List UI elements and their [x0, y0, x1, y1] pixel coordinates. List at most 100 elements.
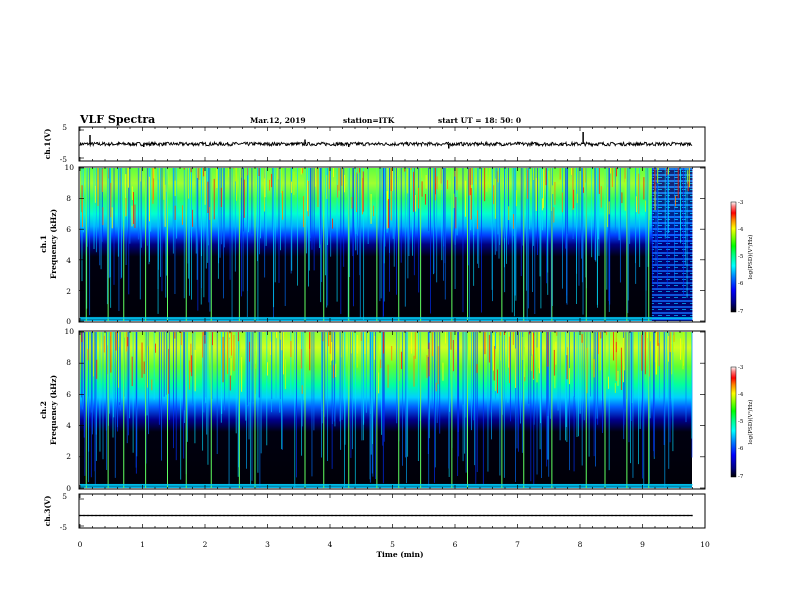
- ch2-spectrogram-yticks: 0 2 4 6 8 10: [64, 327, 74, 493]
- ch3-waveform-sample: [463, 514, 465, 517]
- ch3-waveform-sample: [391, 514, 393, 517]
- ch3-waveform-sample: [559, 514, 561, 517]
- ch2-spectrogram-panel: 0 2 4 6 8 10 ch.2 Frequency (kHz) -3 -4 …: [39, 327, 754, 493]
- ch3-waveform-sample: [519, 514, 521, 517]
- ch3-waveform-sample: [367, 514, 369, 517]
- ch2-cb-tick-m6: -6: [738, 446, 744, 452]
- ch3-waveform-sample: [319, 514, 321, 517]
- ch3-waveform-sample: [471, 514, 473, 517]
- ch3-waveform-sample: [175, 514, 177, 517]
- ch3-waveform-sample: [483, 514, 485, 517]
- ch3-waveform-sample: [311, 514, 313, 517]
- ch3-waveform-sample: [375, 514, 377, 517]
- ch3-waveform-sample: [299, 514, 301, 517]
- ch3-waveform-sample: [259, 514, 261, 517]
- ch3-waveform-sample: [575, 514, 577, 517]
- ch3-waveform-sample: [103, 514, 105, 517]
- ch3-waveform-sample: [291, 514, 293, 517]
- x-tick-label: 1: [140, 540, 145, 549]
- ch3-waveform-sample: [271, 514, 273, 517]
- ch3-waveform-sample: [487, 514, 489, 517]
- ch3-waveform-sample: [167, 514, 169, 517]
- start-time-label: start UT = 18: 50: 0: [438, 116, 521, 125]
- ch3-waveform-sample: [371, 514, 373, 517]
- ch3-waveform-sample: [395, 514, 397, 517]
- ch3-waveform-sample: [495, 514, 497, 517]
- ch3-waveform-sample: [275, 514, 277, 517]
- ch3-waveform-sample: [323, 514, 325, 517]
- ch3-waveform-sample: [415, 514, 417, 517]
- ch3-waveform-sample: [235, 514, 237, 517]
- ch3-waveform-sample: [455, 514, 457, 517]
- ch3-waveform-sample: [411, 514, 413, 517]
- ch1-spectrogram-image: [80, 168, 692, 321]
- figure-title: VLF Spectra: [79, 113, 155, 126]
- ch2-sferic-marks: [79, 331, 705, 489]
- ch3-waveform-sample: [339, 514, 341, 517]
- ch2-spectrogram-ylabel-line2: Frequency (kHz): [49, 375, 58, 445]
- ch3-waveform-sample: [239, 514, 241, 517]
- ch3-waveform-sample: [555, 514, 557, 517]
- ch3-waveform-sample: [171, 514, 173, 517]
- ch3-waveform-sample: [563, 514, 565, 517]
- ch1-cb-tick-m6: -6: [738, 281, 744, 287]
- ch1-colorbar: [730, 201, 737, 313]
- ch3-waveform-sample: [263, 514, 265, 517]
- ch3-waveform-sample: [379, 514, 381, 517]
- ch2-cb-tick-m4: -4: [738, 392, 744, 398]
- ch1-cb-tick-m3: -3: [738, 200, 744, 206]
- time-axis-label: Time (min): [376, 550, 423, 559]
- ch3-waveform-sample: [595, 514, 597, 517]
- figure-header: VLF Spectra Mar.12, 2019 station=ITK sta…: [79, 113, 521, 126]
- ch3-waveform-plot: [79, 498, 693, 527]
- ch2-spec-ytick-2: 2: [66, 452, 71, 461]
- x-tick-label: 2: [203, 540, 208, 549]
- ch3-waveform-sample: [611, 514, 613, 517]
- ch3-waveform-sample: [511, 514, 513, 517]
- ch3-waveform-sample: [343, 514, 345, 517]
- ch3-waveform-sample: [675, 514, 677, 517]
- ch3-waveform-sample: [619, 514, 621, 517]
- ch3-waveform-sample: [123, 514, 125, 517]
- ch1-cb-tick-m4: -4: [738, 227, 744, 233]
- ch1-spec-ytick-2: 2: [66, 287, 71, 296]
- ch3-waveform-sample: [287, 514, 289, 517]
- ch3-waveform-sample: [651, 514, 653, 517]
- ch3-waveform-sample: [131, 514, 133, 517]
- ch3-waveform-sample: [207, 514, 209, 517]
- ch3-waveform-sample: [203, 514, 205, 517]
- ch3-waveform-sample: [587, 514, 589, 517]
- ch1-waveform-trace: [79, 140, 693, 148]
- ch3-waveform-sample: [87, 514, 89, 517]
- ch3-waveform-sample: [359, 514, 361, 517]
- ch2-cb-tick-m7: -7: [738, 474, 744, 480]
- ch3-waveform-sample: [635, 514, 637, 517]
- ch2-cb-tick-m3: -3: [738, 365, 744, 371]
- station-label: station=ITK: [343, 116, 395, 125]
- x-tick-label: 4: [328, 540, 333, 549]
- ch3-waveform-sample: [643, 514, 645, 517]
- ch1-spec-ytick-8: 8: [66, 194, 71, 203]
- ch3-waveform-sample: [627, 514, 629, 517]
- ch1-waveform-panel: 5 -5 ch.1(V): [43, 123, 706, 164]
- ch2-spectrogram-ylabel-line1: ch.2: [39, 401, 48, 419]
- ch3-waveform-sample: [551, 514, 553, 517]
- ch3-waveform-sample: [615, 514, 617, 517]
- ch3-waveform-sample: [547, 514, 549, 517]
- ch2-spec-ytick-8: 8: [66, 358, 71, 367]
- ch3-waveform-sample: [527, 514, 529, 517]
- ch1-colorbar-ticks: -3 -4 -5 -6 -7: [738, 200, 744, 315]
- ch2-spec-ytick-6: 6: [66, 390, 71, 399]
- ch3-waveform-sample: [607, 514, 609, 517]
- ch3-waveform-sample: [503, 514, 505, 517]
- ch3-waveform-sample: [279, 514, 281, 517]
- ch3-waveform-sample: [659, 514, 661, 517]
- ch3-waveform-sample: [143, 514, 145, 517]
- ch3-waveform-sample: [535, 514, 537, 517]
- ch3-waveform-frame: [78, 493, 706, 529]
- ch3-waveform-sample: [591, 514, 593, 517]
- ch3-waveform-sample: [475, 514, 477, 517]
- ch3-waveform-sample: [679, 514, 681, 517]
- x-tick-label: 5: [390, 540, 395, 549]
- ch3-waveform-sample: [499, 514, 501, 517]
